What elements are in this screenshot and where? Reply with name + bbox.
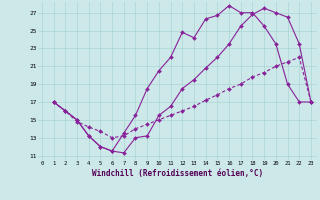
- X-axis label: Windchill (Refroidissement éolien,°C): Windchill (Refroidissement éolien,°C): [92, 169, 263, 178]
